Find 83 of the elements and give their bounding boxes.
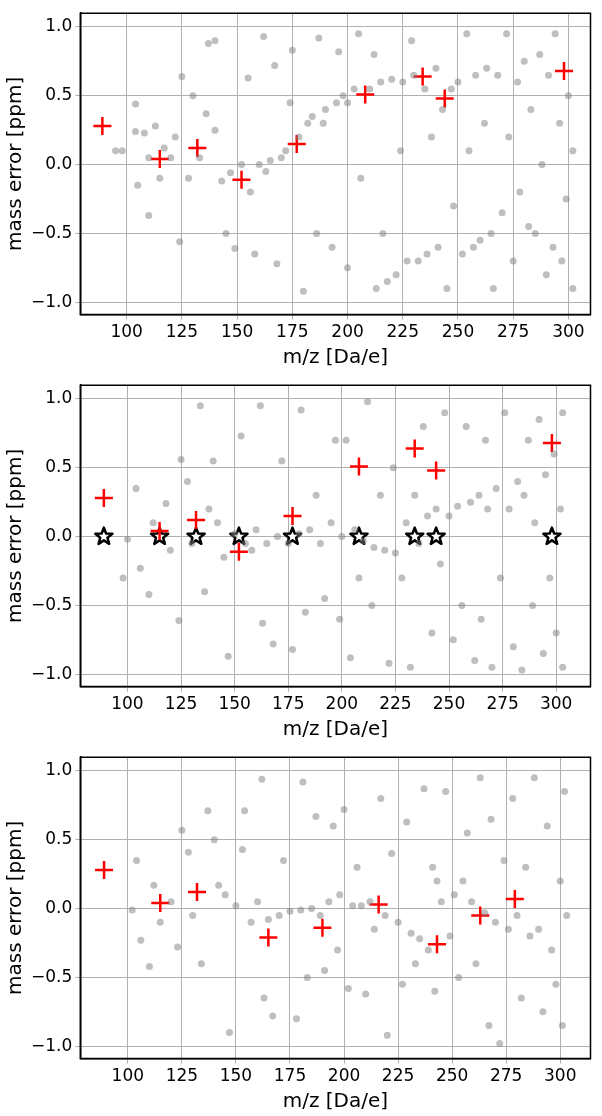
y-tick-label: −1.0 — [31, 662, 73, 683]
point — [349, 526, 369, 546]
point — [231, 169, 252, 190]
point — [229, 526, 249, 546]
y-tick-label: 0.5 — [45, 456, 73, 477]
point — [504, 888, 526, 910]
point — [542, 526, 562, 546]
point — [149, 148, 171, 170]
x-axis-title: m/z [Da/e] — [282, 716, 389, 741]
x-tick-label: 225 — [379, 693, 412, 714]
point — [186, 881, 208, 903]
x-tick-label: 100 — [110, 321, 143, 342]
point — [425, 460, 447, 481]
x-tick-label: 200 — [327, 1065, 361, 1086]
point — [434, 88, 455, 109]
point — [312, 917, 333, 939]
point — [426, 526, 446, 546]
y-axis-title: mass error [ppm] — [2, 448, 27, 623]
x-tick-label: 225 — [386, 321, 419, 342]
point — [404, 526, 425, 546]
x-tick-label: 175 — [276, 321, 309, 342]
point — [258, 927, 279, 948]
point — [94, 526, 114, 546]
y-tick-label: −1.0 — [31, 290, 73, 311]
point — [282, 505, 303, 527]
y-tick-label: 0.0 — [45, 153, 73, 174]
y-tick-label: 0.0 — [45, 525, 73, 546]
x-tick-label: 300 — [544, 1065, 577, 1086]
y-tick-label: −0.5 — [31, 965, 73, 986]
y-tick-label: 1.0 — [45, 759, 73, 780]
x-tick-label: 125 — [165, 1065, 199, 1086]
point — [185, 509, 207, 531]
y-tick-label: 1.0 — [45, 15, 73, 36]
x-axis-title: m/z [Da/e] — [282, 1088, 389, 1113]
y-tick-label: 0.0 — [45, 897, 73, 918]
y-tick-label: 0.5 — [45, 84, 73, 105]
point — [282, 526, 303, 546]
x-tick-label: 150 — [220, 321, 254, 342]
point — [426, 934, 448, 955]
y-tick-label: −0.5 — [31, 593, 73, 614]
x-tick-label: 275 — [496, 321, 530, 342]
point — [469, 905, 491, 926]
point — [186, 526, 206, 546]
point — [348, 456, 370, 477]
point — [149, 520, 170, 542]
x-tick-label: 125 — [164, 693, 198, 714]
x-tick-label: 175 — [273, 1065, 307, 1086]
x-tick-label: 250 — [435, 1065, 469, 1086]
y-axis-title: mass error [ppm] — [2, 820, 27, 995]
point — [187, 137, 208, 159]
x-tick-label: 175 — [272, 693, 305, 714]
point — [228, 541, 250, 562]
x-tick-label: 275 — [489, 1065, 523, 1086]
point — [286, 133, 307, 155]
x-tick-label: 100 — [111, 1065, 145, 1086]
x-tick-label: 125 — [165, 321, 199, 342]
x-tick-label: 300 — [552, 321, 585, 342]
y-tick-label: 1.0 — [45, 387, 73, 408]
y-tick-label: 0.5 — [45, 828, 73, 849]
y-tick-label: −1.0 — [31, 1034, 73, 1055]
x-tick-label: 225 — [381, 1065, 415, 1086]
x-axis-title: m/z [Da/e] — [282, 344, 389, 369]
point — [553, 60, 575, 82]
y-axis-title: mass error [ppm] — [2, 76, 27, 251]
point — [541, 432, 563, 454]
x-tick-label: 150 — [219, 1065, 253, 1086]
point — [368, 894, 389, 915]
point — [92, 115, 113, 137]
point — [93, 859, 115, 881]
point — [150, 892, 171, 914]
x-tick-label: 200 — [331, 321, 364, 342]
point — [404, 438, 425, 459]
y-tick-label: −0.5 — [31, 221, 73, 242]
x-tick-label: 150 — [218, 693, 251, 714]
x-tick-label: 275 — [486, 693, 519, 714]
point — [412, 66, 433, 87]
x-tick-label: 250 — [441, 321, 475, 342]
point — [93, 487, 115, 509]
x-tick-label: 250 — [432, 693, 466, 714]
x-tick-label: 300 — [539, 693, 573, 714]
x-tick-label: 200 — [325, 693, 359, 714]
x-tick-label: 100 — [111, 693, 144, 714]
point — [354, 84, 376, 105]
